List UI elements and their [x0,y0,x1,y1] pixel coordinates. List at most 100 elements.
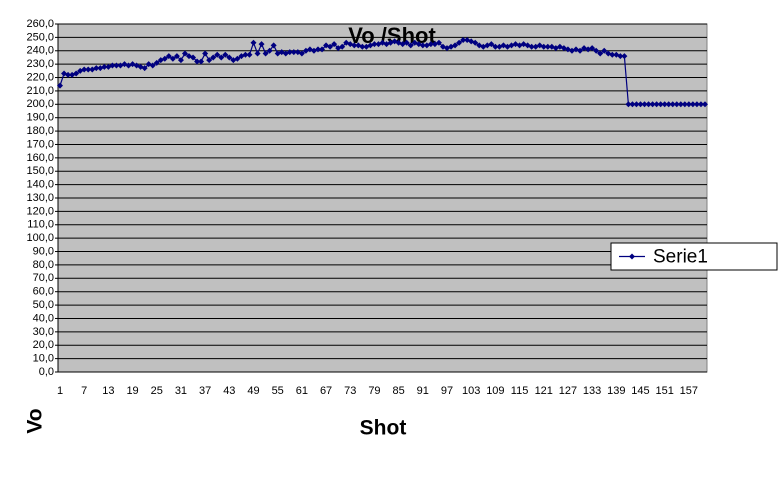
marker [286,49,293,56]
marker [427,41,434,48]
marker [452,42,459,49]
marker [685,101,692,108]
marker [472,39,479,46]
y-tick-label: 260,0 [26,18,54,30]
x-tick-label: 43 [223,385,235,397]
marker [93,65,100,72]
x-axis-label: Shot [360,417,407,440]
x-tick-label: 121 [535,385,553,397]
marker [359,43,366,50]
x-tick-label: 67 [320,385,332,397]
marker [101,63,108,70]
marker [577,47,584,54]
marker [593,47,600,54]
marker [665,101,672,108]
marker [492,43,499,50]
y-tick-label: 190,0 [26,112,54,124]
y-tick-label: 40,0 [33,312,54,324]
marker [315,46,322,53]
marker [339,43,346,50]
x-tick-label: 103 [462,385,480,397]
marker [222,51,229,58]
marker [407,42,414,49]
marker [681,101,688,108]
marker [460,37,467,44]
marker [649,101,656,108]
marker [246,51,253,58]
x-tick-label: 109 [486,385,504,397]
x-tick-label: 151 [655,385,673,397]
y-tick-label: 90,0 [33,245,54,257]
marker [254,50,261,57]
marker [73,70,80,77]
marker [677,101,684,108]
x-tick-label: 157 [680,385,698,397]
y-tick-label: 20,0 [33,339,54,351]
y-tick-label: 110,0 [27,219,54,231]
marker [113,62,120,69]
marker [637,101,644,108]
marker [693,101,700,108]
marker [609,51,616,58]
x-tick-label: 7 [81,385,87,397]
marker [190,54,197,61]
marker [266,47,273,54]
marker [621,53,628,60]
x-tick-label: 91 [417,385,429,397]
marker [617,53,624,60]
marker [242,51,249,58]
y-tick-label: 230,0 [26,58,54,70]
x-tick-label: 1 [57,385,63,397]
x-tick-label: 127 [559,385,577,397]
marker [544,43,551,50]
y-tick-label: 60,0 [33,286,54,298]
y-tick-label: 210,0 [26,85,54,97]
x-tick-label: 31 [175,385,187,397]
x-tick-label: 61 [296,385,308,397]
marker [202,50,209,57]
y-tick-label: 200,0 [26,98,54,110]
marker [669,101,676,108]
x-tick-label: 25 [151,385,163,397]
marker [331,41,338,48]
marker [141,65,148,72]
x-tick-label: 79 [368,385,380,397]
marker [210,54,217,61]
marker [629,101,636,108]
legend-label: Serie1 [653,247,708,268]
y-tick-label: 240,0 [26,45,54,57]
marker [298,50,305,57]
marker [250,39,257,46]
x-tick-label: 19 [126,385,138,397]
marker [633,101,640,108]
marker [351,42,358,49]
marker [641,101,648,108]
marker [194,58,201,65]
marker [689,101,696,108]
marker [57,82,64,89]
y-tick-label: 80,0 [33,259,54,271]
x-tick-label: 13 [102,385,114,397]
marker [653,101,660,108]
marker [657,101,664,108]
x-tick-label: 97 [441,385,453,397]
marker [149,62,156,69]
marker [258,41,265,48]
marker [319,46,326,53]
legend-marker [629,253,635,260]
marker [419,42,426,49]
marker [625,101,632,108]
marker [234,55,241,62]
y-tick-label: 250,0 [26,31,54,43]
marker [165,53,172,60]
y-tick-label: 120,0 [26,205,54,217]
x-tick-label: 55 [272,385,284,397]
marker [198,58,205,65]
marker [218,54,225,61]
marker [214,51,221,58]
x-tick-label: 133 [583,385,601,397]
marker [371,41,378,48]
x-tick-label: 37 [199,385,211,397]
y-tick-label: 220,0 [26,71,54,83]
y-tick-label: 30,0 [33,326,54,338]
